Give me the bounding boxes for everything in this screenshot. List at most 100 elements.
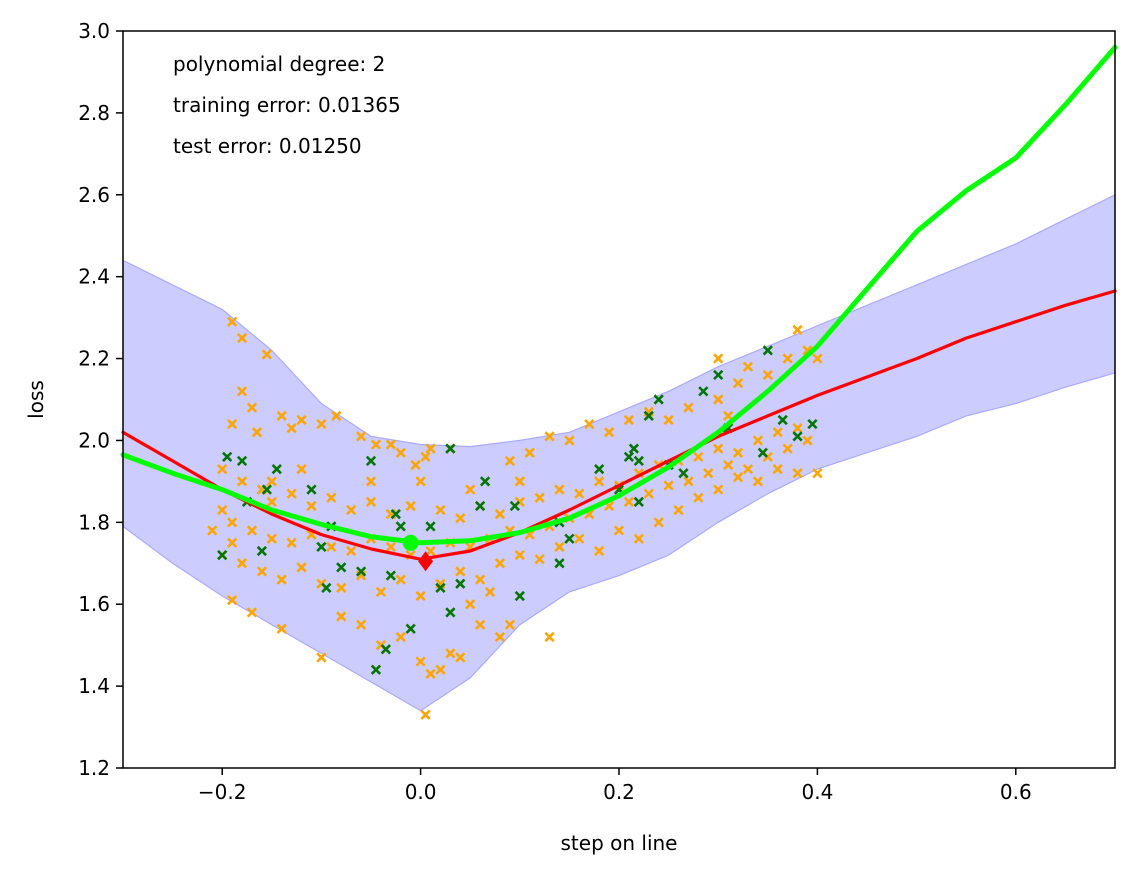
training-point <box>494 558 506 569</box>
x-tick-label: 0.4 <box>801 780 833 804</box>
test-point <box>390 509 401 520</box>
confidence-band-layer <box>122 193 1116 712</box>
training-point <box>375 586 387 598</box>
training-point <box>742 463 754 475</box>
training-point <box>227 316 238 327</box>
training-point <box>584 418 595 430</box>
training-point <box>792 324 803 336</box>
training-point <box>673 504 684 516</box>
line-layer <box>120 44 1118 561</box>
training-point <box>346 504 357 516</box>
training-point <box>346 545 357 557</box>
test-point <box>256 545 267 557</box>
training-point <box>296 414 307 426</box>
test-point <box>807 418 818 430</box>
training-point <box>703 468 714 479</box>
training-point <box>802 435 813 446</box>
y-tick-label: 2.8 <box>78 101 110 125</box>
test-point <box>365 455 377 467</box>
x-tick-label: 0.2 <box>603 780 635 804</box>
x-axis-label: step on line <box>561 831 678 855</box>
y-tick-label: 2.2 <box>78 347 110 371</box>
training-point <box>276 574 287 585</box>
training-point <box>534 492 545 503</box>
training-point <box>266 533 277 544</box>
training-point <box>613 525 625 536</box>
training-point <box>544 431 555 442</box>
y-axis-label: loss <box>24 380 48 419</box>
training-point <box>217 504 228 516</box>
training-point <box>420 451 431 462</box>
test-point <box>777 414 788 426</box>
test-point <box>385 570 396 581</box>
training-point <box>355 619 367 630</box>
training-point <box>742 361 754 372</box>
training-point <box>420 709 431 720</box>
training-point <box>623 414 635 426</box>
training-point <box>331 410 342 421</box>
y-tick-label: 2.0 <box>78 428 110 452</box>
training-point <box>713 394 724 405</box>
y-tick-label: 1.8 <box>78 510 110 534</box>
training-point <box>812 468 823 479</box>
y-tick-label: 1.4 <box>78 674 110 698</box>
training-point <box>752 476 763 487</box>
training-point <box>217 463 228 475</box>
training-point <box>395 447 406 458</box>
training-point <box>435 504 446 516</box>
training-point <box>653 517 664 528</box>
y-axis-ticks: 1.2 1.4 1.6 1.8 2.0 2.2 2.4 2.6 2.8 3.0 <box>78 19 123 780</box>
fit-minimum-marker <box>402 534 419 551</box>
training-point <box>227 418 238 430</box>
training-point <box>266 496 277 507</box>
training-point <box>812 353 823 364</box>
training-point <box>227 537 238 548</box>
test-point <box>455 578 466 589</box>
test-point <box>355 566 367 577</box>
test-point <box>336 562 347 573</box>
test-point <box>395 521 406 532</box>
training-point <box>236 476 248 487</box>
training-point <box>782 443 793 454</box>
training-point <box>316 652 327 663</box>
x-tick-label: −0.2 <box>198 780 247 804</box>
training-point <box>246 402 258 413</box>
training-point <box>246 525 258 536</box>
test-point <box>435 582 446 593</box>
training-point <box>385 439 396 450</box>
training-point <box>574 533 585 544</box>
training-point <box>792 423 803 434</box>
training-point <box>276 410 287 421</box>
training-point <box>435 664 446 675</box>
test-point <box>698 386 709 397</box>
training-point <box>410 459 421 471</box>
training-point <box>713 443 724 454</box>
annotation-degree: polynomial degree: 2 <box>173 52 385 76</box>
test-point <box>713 369 724 381</box>
training-point <box>355 431 367 442</box>
training-point <box>663 480 674 491</box>
training-point <box>465 599 476 610</box>
training-point <box>415 590 426 602</box>
test-point <box>514 590 525 602</box>
test-point <box>321 582 332 593</box>
test-point <box>370 664 382 675</box>
training-point <box>425 443 436 454</box>
test-point <box>271 463 282 475</box>
training-point <box>425 545 436 557</box>
training-point <box>514 549 525 561</box>
training-point <box>336 582 347 593</box>
training-point <box>261 349 272 360</box>
training-point <box>723 459 734 471</box>
training-point <box>713 484 724 495</box>
training-point <box>455 513 466 524</box>
training-point <box>544 631 555 643</box>
training-point <box>395 631 406 643</box>
training-point <box>534 554 545 565</box>
training-point <box>663 414 674 426</box>
training-point <box>475 619 486 630</box>
training-point <box>594 476 605 487</box>
test-point <box>633 496 644 507</box>
test-point <box>405 623 416 634</box>
training-point <box>236 386 248 397</box>
